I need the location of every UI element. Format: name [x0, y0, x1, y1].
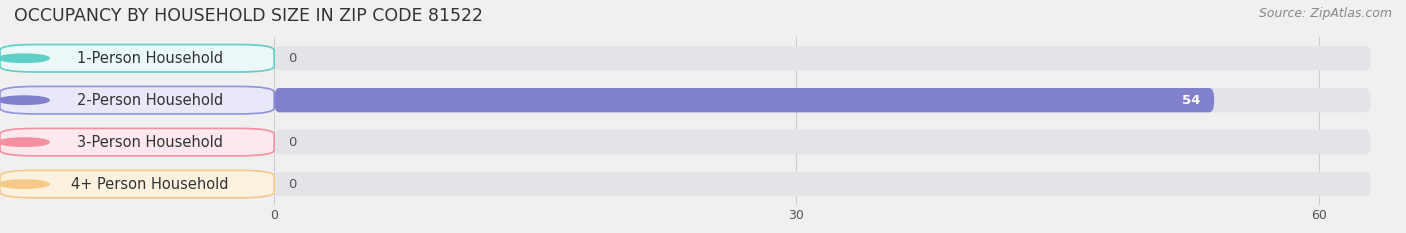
Text: 0: 0 [288, 136, 297, 149]
Text: 2-Person Household: 2-Person Household [77, 93, 224, 108]
FancyBboxPatch shape [274, 88, 1215, 112]
Circle shape [0, 180, 49, 188]
Text: 3-Person Household: 3-Person Household [77, 135, 224, 150]
Text: OCCUPANCY BY HOUSEHOLD SIZE IN ZIP CODE 81522: OCCUPANCY BY HOUSEHOLD SIZE IN ZIP CODE … [14, 7, 484, 25]
Circle shape [0, 54, 49, 62]
Text: 0: 0 [288, 52, 297, 65]
Text: Source: ZipAtlas.com: Source: ZipAtlas.com [1258, 7, 1392, 20]
FancyBboxPatch shape [274, 88, 1371, 112]
FancyBboxPatch shape [0, 170, 274, 198]
Text: 54: 54 [1182, 94, 1201, 107]
FancyBboxPatch shape [274, 130, 1371, 154]
Text: 0: 0 [288, 178, 297, 191]
Text: 1-Person Household: 1-Person Household [77, 51, 224, 66]
FancyBboxPatch shape [274, 172, 1371, 196]
FancyBboxPatch shape [0, 128, 274, 156]
FancyBboxPatch shape [0, 45, 274, 72]
FancyBboxPatch shape [274, 46, 1371, 70]
Circle shape [0, 138, 49, 146]
Circle shape [0, 96, 49, 104]
FancyBboxPatch shape [0, 86, 274, 114]
Text: 4+ Person Household: 4+ Person Household [72, 177, 229, 192]
